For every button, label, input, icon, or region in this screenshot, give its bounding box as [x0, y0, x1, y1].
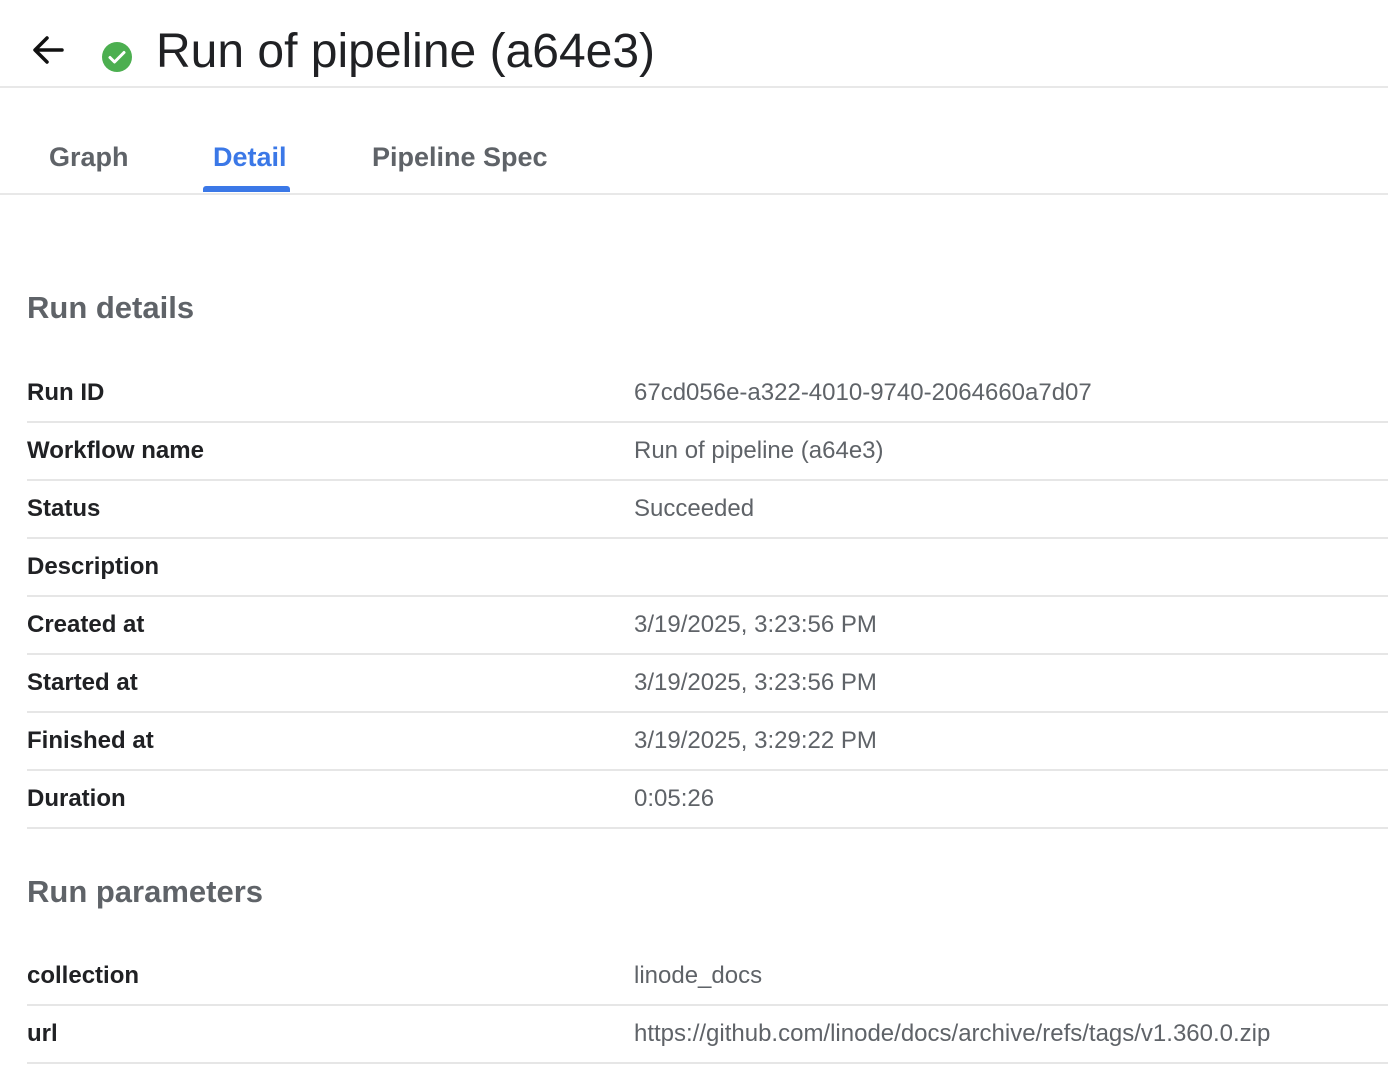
tab-detail[interactable]: Detail [213, 142, 287, 172]
row-value: Run of pipeline (a64e3) [634, 437, 884, 464]
table-row: collection linode_docs [27, 948, 1388, 1006]
table-row: Workflow name Run of pipeline (a64e3) [27, 423, 1388, 481]
table-row: Description [27, 539, 1388, 597]
table-row: Created at 3/19/2025, 3:23:56 PM [27, 597, 1388, 655]
tab-graph[interactable]: Graph [49, 142, 129, 172]
row-value: 3/19/2025, 3:23:56 PM [634, 611, 877, 638]
run-details-heading: Run details [27, 290, 195, 325]
table-row: Duration 0:05:26 [27, 771, 1388, 829]
table-row: url https://github.com/linode/docs/archiv… [27, 1006, 1388, 1064]
row-label: Description [27, 553, 160, 580]
run-details-table: Run ID 67cd056e-a322-4010-9740-2064660a7d… [27, 365, 1388, 829]
table-row: Finished at 3/19/2025, 3:29:22 PM [27, 713, 1388, 771]
row-label: Created at [27, 611, 145, 638]
row-value: 67cd056e-a322-4010-9740-2064660a7d07 [634, 379, 1092, 406]
row-label: Finished at [27, 727, 154, 754]
back-button[interactable] [28, 30, 68, 70]
table-row: Run ID 67cd056e-a322-4010-9740-2064660a7d… [27, 365, 1388, 423]
tab-pipeline-spec[interactable]: Pipeline Spec [372, 142, 548, 172]
row-value: 3/19/2025, 3:23:56 PM [634, 669, 877, 696]
row-label: url [27, 1020, 58, 1047]
row-label: Status [27, 495, 101, 522]
row-value: 0:05:26 [634, 785, 715, 812]
row-value: https://github.com/linode/docs/archive/r… [634, 1020, 1271, 1047]
page-header: Run of pipeline (a64e3) [0, 0, 1388, 88]
row-label: Duration [27, 785, 126, 812]
row-value: 3/19/2025, 3:29:22 PM [634, 727, 877, 754]
arrow-left-icon [33, 36, 64, 64]
tab-bar: Graph Detail Pipeline Spec [0, 120, 1388, 195]
page-title: Run of pipeline (a64e3) [156, 25, 656, 78]
row-label: Workflow name [27, 437, 204, 464]
check-circle-icon [102, 42, 132, 72]
row-label: Started at [27, 669, 138, 696]
row-label: Run ID [27, 379, 105, 406]
row-value: Succeeded [634, 495, 755, 522]
row-label: collection [27, 962, 140, 989]
table-row: Started at 3/19/2025, 3:23:56 PM [27, 655, 1388, 713]
table-row: Status Succeeded [27, 481, 1388, 539]
run-parameters-heading: Run parameters [27, 874, 264, 909]
row-value: linode_docs [634, 962, 763, 989]
active-tab-indicator [203, 186, 290, 192]
